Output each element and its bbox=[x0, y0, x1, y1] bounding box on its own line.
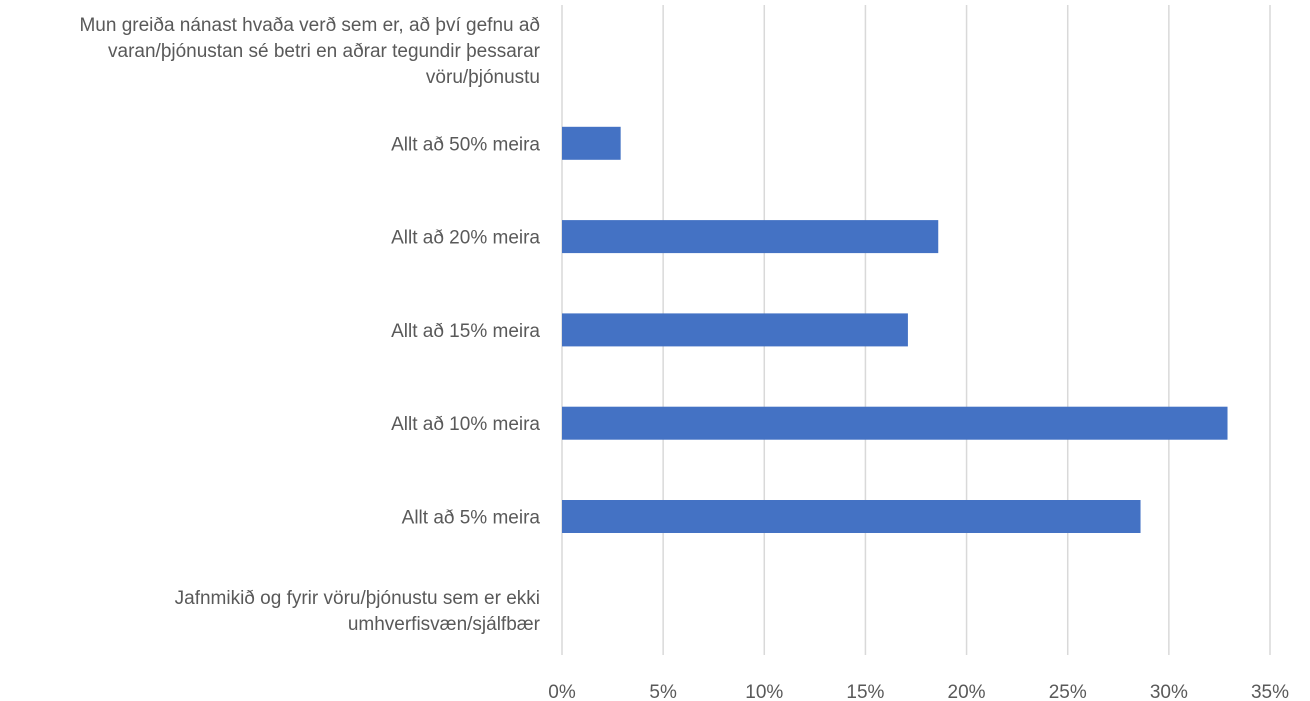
x-axis-tick-labels: 0% 5% 10% 15% 20% 25% 30% 35% bbox=[548, 682, 1289, 701]
x-tick-label: 25% bbox=[1049, 682, 1087, 701]
bar bbox=[562, 313, 908, 347]
bar bbox=[562, 500, 1141, 533]
bar bbox=[562, 220, 939, 254]
x-tick-label: 15% bbox=[846, 682, 884, 701]
x-tick-label: 10% bbox=[745, 682, 783, 701]
x-tick-label: 20% bbox=[948, 682, 986, 701]
category-label: Allt að 5% meira bbox=[402, 508, 541, 529]
x-tick-label: 0% bbox=[548, 682, 576, 701]
category-label: Mun greiða nánast hvaða verð sem er, að … bbox=[79, 15, 540, 88]
category-label: Jafnmikið og fyrir vöru/þjónustu sem er … bbox=[175, 588, 541, 635]
category-label: Allt að 20% meira bbox=[391, 228, 540, 249]
bar bbox=[562, 126, 621, 160]
category-label: Allt að 15% meira bbox=[391, 321, 540, 342]
x-tick-label: 35% bbox=[1251, 682, 1289, 701]
x-tick-label: 30% bbox=[1150, 682, 1188, 701]
x-tick-label: 5% bbox=[649, 682, 677, 701]
category-label: Allt að 10% meira bbox=[391, 414, 540, 435]
bars bbox=[562, 126, 1228, 533]
bar bbox=[562, 406, 1228, 440]
category-label: Allt að 50% meira bbox=[391, 134, 540, 155]
category-labels: Mun greiða nánast hvaða verð sem er, að … bbox=[79, 15, 540, 635]
